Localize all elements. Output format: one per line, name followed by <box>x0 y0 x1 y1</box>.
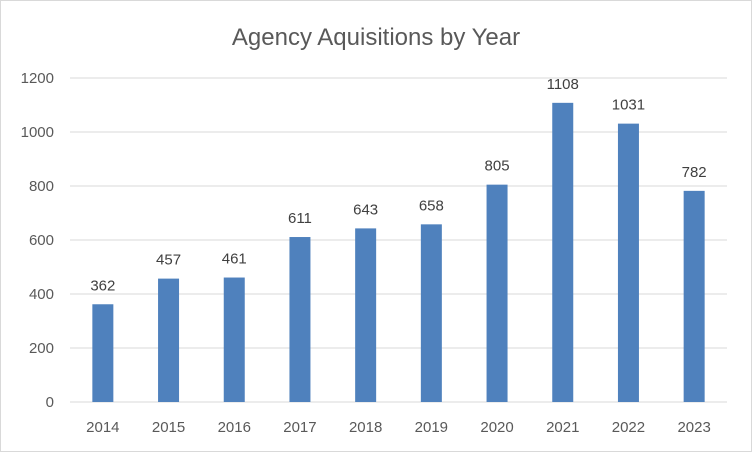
x-tick-label: 2021 <box>546 419 579 436</box>
x-tick-label: 2022 <box>612 419 645 436</box>
bar-2020 <box>486 184 508 402</box>
y-tick-label: 1200 <box>21 70 54 87</box>
bar-2015 <box>158 278 180 402</box>
data-label-2020: 805 <box>485 158 510 175</box>
y-tick-label: 1000 <box>21 124 54 141</box>
data-label-2023: 782 <box>682 164 707 181</box>
x-tick-label: 2019 <box>415 419 448 436</box>
y-tick-label: 600 <box>29 232 54 249</box>
data-label-2021: 1108 <box>547 76 579 93</box>
y-tick-label: 0 <box>46 394 54 411</box>
y-axis: 0 200 400 600 800 1000 1200 <box>21 70 54 411</box>
x-tick-label: 2018 <box>349 419 382 436</box>
data-label-2017: 611 <box>288 210 312 227</box>
y-tick-label: 200 <box>29 340 54 357</box>
x-tick-label: 2014 <box>86 419 119 436</box>
bar-2018 <box>355 228 377 402</box>
bar-2019 <box>420 224 442 402</box>
x-tick-label: 2015 <box>152 419 185 436</box>
y-tick-label: 400 <box>29 286 54 303</box>
data-label-2018: 643 <box>353 201 378 218</box>
x-axis: 2014 2015 2016 2017 2018 2019 2020 2021 2022 2023 <box>86 419 711 436</box>
bar-2023 <box>683 190 705 402</box>
data-label-2022: 1031 <box>612 97 645 114</box>
data-labels: 362 457 461 611 643 658 805 1108 1031 782 <box>90 76 706 294</box>
data-label-2015: 457 <box>156 252 181 269</box>
bars <box>92 102 705 402</box>
bar-2017 <box>289 237 311 402</box>
gridlines <box>70 77 727 403</box>
bar-2016 <box>223 277 245 402</box>
x-tick-label: 2020 <box>480 419 513 436</box>
data-label-2014: 362 <box>90 277 115 294</box>
bar-2014 <box>92 304 114 402</box>
x-tick-label: 2023 <box>677 419 710 436</box>
bar-2022 <box>617 123 639 402</box>
bar-2021 <box>552 102 574 402</box>
x-tick-label: 2016 <box>218 419 251 436</box>
y-tick-label: 800 <box>29 178 54 195</box>
x-tick-label: 2017 <box>283 419 316 436</box>
chart-title: Agency Aquisitions by Year <box>232 24 520 51</box>
data-label-2016: 461 <box>222 251 247 268</box>
data-label-2019: 658 <box>419 197 444 214</box>
